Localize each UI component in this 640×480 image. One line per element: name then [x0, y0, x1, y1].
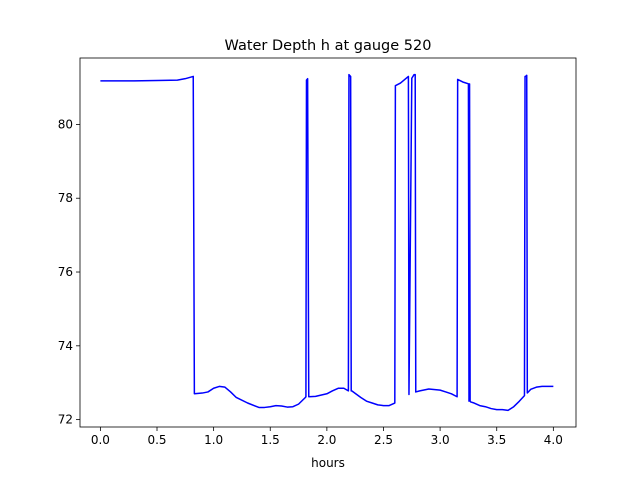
y-tick-label: 78: [58, 191, 73, 205]
y-tick-label: 74: [58, 339, 73, 353]
x-tick-label: 0.0: [91, 433, 110, 447]
x-tick-label: 2.5: [374, 433, 393, 447]
plot-frame: [79, 57, 577, 428]
y-tick-label: 76: [58, 265, 73, 279]
plot-area: [79, 57, 577, 428]
x-tick-label: 4.0: [544, 433, 563, 447]
series-line-0: [100, 73, 554, 412]
x-tick-label: 3.5: [487, 433, 506, 447]
x-tick-label: 3.0: [431, 433, 450, 447]
y-axis: 72 74 76 78 80: [58, 117, 80, 427]
chart-title: Water Depth h at gauge 520: [225, 38, 432, 54]
x-axis-label: hours: [311, 456, 345, 470]
x-tick-label: 1.0: [204, 433, 223, 447]
y-tick-label: 80: [58, 117, 73, 131]
x-tick-label: 0.5: [147, 433, 166, 447]
x-axis: 0.0 0.5 1.0 1.5 2.0 2.5 3.0 3.5 4.0: [91, 427, 563, 447]
x-tick-label: 2.0: [317, 433, 336, 447]
y-tick-label: 72: [58, 413, 73, 427]
x-tick-label: 1.5: [261, 433, 280, 447]
